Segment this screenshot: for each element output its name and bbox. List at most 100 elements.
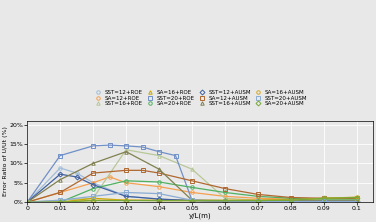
SST=16+AUSM — [190, 199, 194, 202]
SST=16+AUSM — [25, 201, 29, 204]
SST=20+ROE — [321, 200, 326, 203]
Line: SST=20+ROE: SST=20+ROE — [26, 143, 358, 204]
SA=20+ROE — [25, 201, 29, 204]
SA=16+AUSM — [157, 199, 161, 202]
SST=20+ROE — [173, 154, 178, 157]
Line: SA=16+ROE: SA=16+ROE — [26, 196, 358, 204]
SST=20+ROE — [157, 150, 161, 153]
SST=16+AUSM — [321, 199, 326, 202]
SA=20+ROE — [355, 198, 359, 200]
SST=16+ROE — [256, 199, 260, 202]
SST=16+ROE — [355, 199, 359, 202]
SA=12+AUSM — [321, 197, 326, 200]
SA=20+ROE — [157, 181, 161, 183]
SA=20+AUSM — [91, 199, 96, 202]
SA=12+ROE — [124, 181, 128, 184]
SST=12+ROE — [355, 200, 359, 203]
SA=20+AUSM — [223, 199, 227, 202]
SA=20+AUSM — [124, 199, 128, 202]
SST=12+ROE — [58, 167, 62, 169]
SA=16+ROE — [355, 196, 359, 199]
SA=16+AUSM — [355, 196, 359, 198]
SST=20+ROE — [140, 146, 145, 148]
SA=12+ROE — [25, 201, 29, 204]
SST=12+ROE — [124, 195, 128, 198]
SA=20+ROE — [190, 186, 194, 189]
SA=20+ROE — [289, 197, 293, 200]
SA=16+AUSM — [124, 199, 128, 202]
SA=16+AUSM — [25, 201, 29, 204]
SA=12+AUSM — [91, 172, 96, 174]
SA=20+ROE — [91, 187, 96, 190]
SST=20+ROE — [289, 200, 293, 203]
SA=16+ROE — [321, 197, 326, 200]
SST=12+AUSM — [223, 200, 227, 202]
SST=16+AUSM — [58, 178, 62, 181]
SA=12+AUSM — [289, 196, 293, 199]
SA=12+AUSM — [223, 187, 227, 190]
SST=12+AUSM — [321, 200, 326, 203]
SA=12+ROE — [355, 198, 359, 200]
SST=20+AUSM — [355, 200, 359, 203]
SA=12+ROE — [289, 198, 293, 200]
SA=16+AUSM — [289, 198, 293, 201]
SST=12+ROE — [190, 199, 194, 202]
Line: SST=20+AUSM: SST=20+AUSM — [26, 191, 358, 204]
SST=12+AUSM — [91, 183, 96, 186]
SA=16+ROE — [124, 199, 128, 202]
SA=20+AUSM — [190, 199, 194, 202]
SST=20+AUSM — [223, 200, 227, 202]
SST=16+AUSM — [223, 199, 227, 202]
SA=16+ROE — [289, 198, 293, 201]
SST=20+ROE — [91, 145, 96, 147]
SST=16+AUSM — [124, 150, 128, 153]
SA=16+ROE — [157, 199, 161, 202]
SST=12+ROE — [25, 201, 29, 204]
SA=16+ROE — [223, 199, 227, 202]
Line: SA=20+AUSM: SA=20+AUSM — [26, 196, 358, 204]
SST=20+AUSM — [91, 195, 96, 198]
SST=20+ROE — [124, 145, 128, 147]
SST=16+AUSM — [157, 168, 161, 170]
SST=20+ROE — [107, 144, 112, 147]
Line: SST=12+AUSM: SST=12+AUSM — [26, 172, 358, 204]
SST=12+AUSM — [157, 198, 161, 200]
SA=12+AUSM — [58, 191, 62, 194]
SST=16+ROE — [58, 199, 62, 202]
SST=20+ROE — [25, 201, 29, 204]
SST=20+ROE — [256, 200, 260, 203]
SST=20+AUSM — [289, 200, 293, 203]
SST=20+ROE — [355, 200, 359, 203]
SST=12+AUSM — [124, 195, 128, 198]
SST=20+AUSM — [321, 200, 326, 203]
SST=12+ROE — [223, 200, 227, 202]
SST=16+ROE — [157, 154, 161, 157]
SA=20+AUSM — [355, 196, 359, 199]
Line: SA=12+ROE: SA=12+ROE — [26, 175, 358, 204]
SA=12+ROE — [157, 185, 161, 188]
SA=12+AUSM — [25, 201, 29, 204]
SA=12+AUSM — [124, 169, 128, 172]
SA=12+AUSM — [256, 193, 260, 196]
SST=16+ROE — [25, 201, 29, 204]
SA=16+AUSM — [223, 199, 227, 202]
SA=20+ROE — [321, 198, 326, 200]
Legend: SST=12+ROE, SA=12+ROE, SST=16+ROE, SA=16+ROE, SST=20+ROE, SA=20+ROE, SST=12+AUSM: SST=12+ROE, SA=12+ROE, SST=16+ROE, SA=16… — [92, 89, 308, 107]
SA=12+AUSM — [355, 197, 359, 200]
SST=12+ROE — [91, 181, 96, 184]
SST=16+ROE — [190, 168, 194, 170]
SST=12+AUSM — [74, 176, 79, 178]
SST=12+AUSM — [25, 201, 29, 204]
SST=12+AUSM — [289, 200, 293, 203]
SST=12+ROE — [289, 200, 293, 203]
SA=16+AUSM — [256, 199, 260, 202]
Line: SST=12+ROE: SST=12+ROE — [26, 166, 358, 204]
SST=20+AUSM — [157, 192, 161, 195]
SST=20+AUSM — [25, 201, 29, 204]
SA=12+ROE — [223, 195, 227, 198]
SA=12+ROE — [58, 191, 62, 194]
SA=16+ROE — [58, 201, 62, 204]
Line: SST=16+AUSM: SST=16+AUSM — [26, 150, 358, 204]
SST=20+AUSM — [190, 199, 194, 202]
Line: SA=20+ROE: SA=20+ROE — [26, 179, 358, 204]
